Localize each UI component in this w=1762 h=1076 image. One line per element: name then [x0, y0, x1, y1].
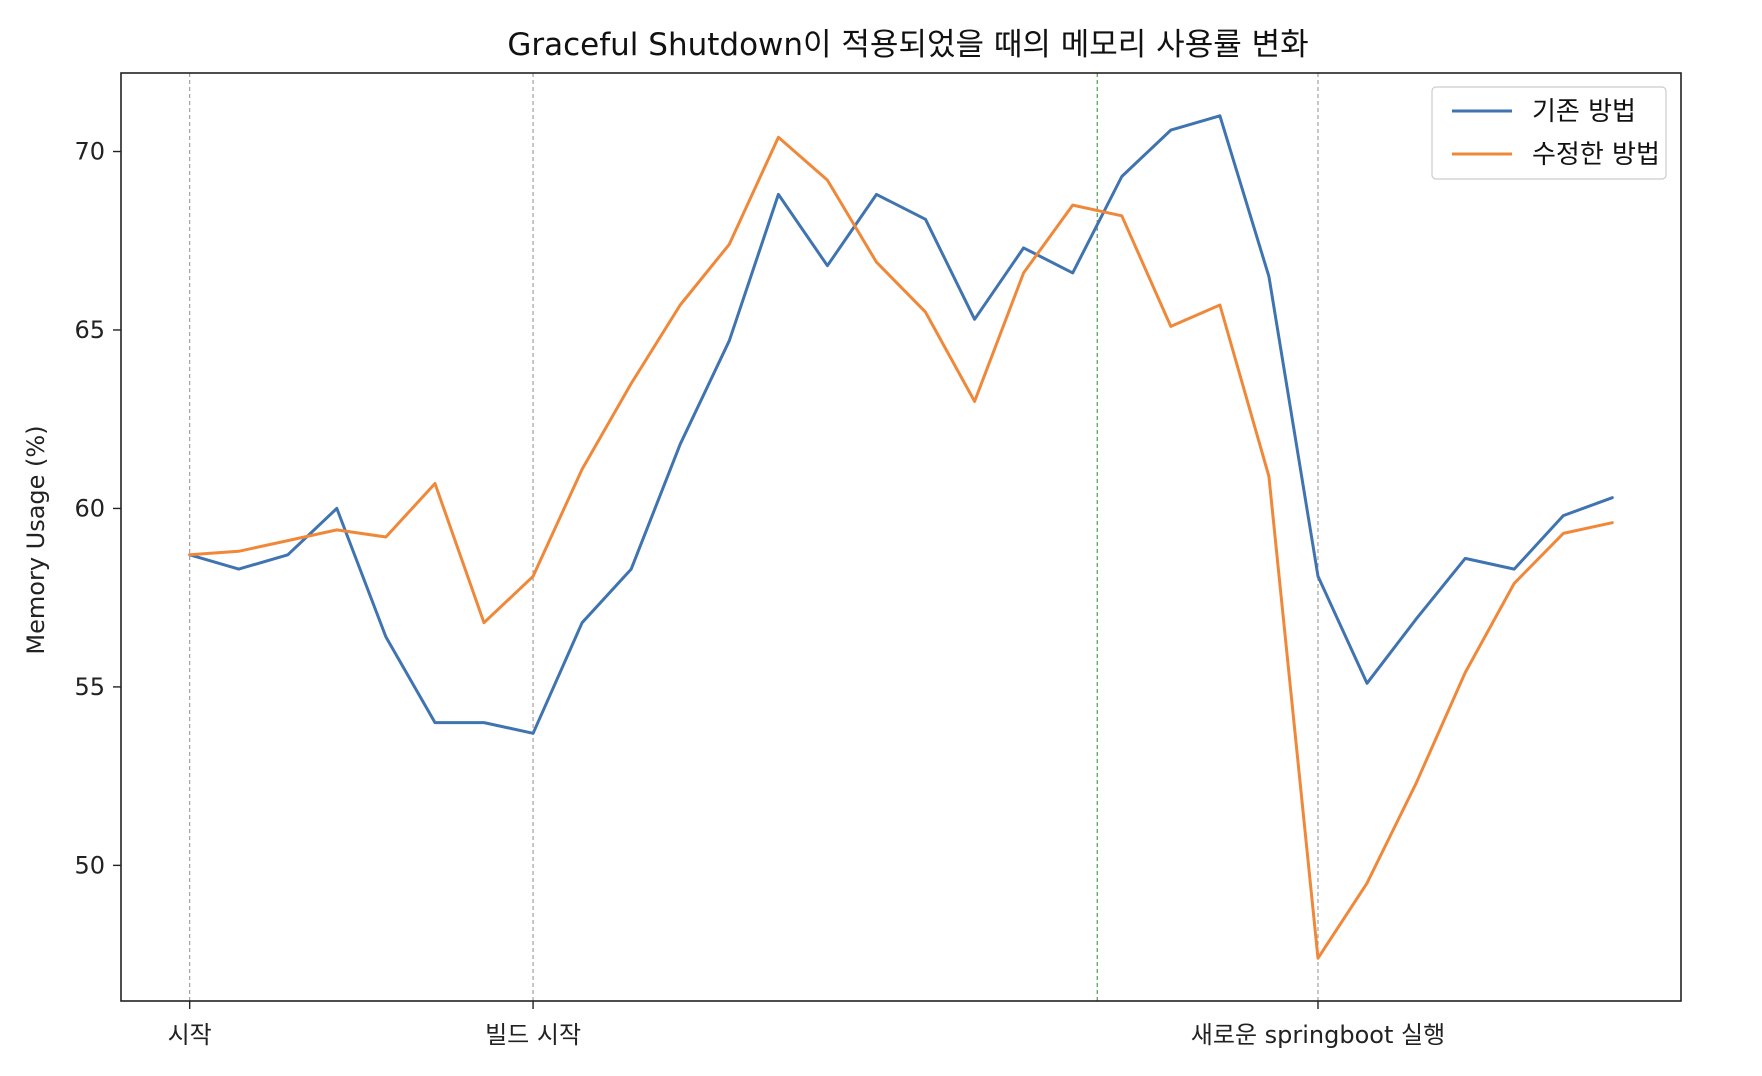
- x-tick-label-0: 시작: [168, 1021, 212, 1049]
- y-tick-label-3: 65: [74, 316, 105, 344]
- y-axis-label: Memory Usage (%): [22, 425, 50, 654]
- y-tick-label-0: 50: [74, 851, 105, 879]
- chart-title: Graceful Shutdown이 적용되었을 때의 메모리 사용률 변화: [507, 27, 1308, 63]
- legend-label-1: 수정한 방법: [1532, 140, 1660, 170]
- plot-area: [121, 73, 1681, 1001]
- x-tick-label-2: 새로운 springboot 실행: [1191, 1021, 1445, 1049]
- legend-label-0: 기존 방법: [1532, 97, 1636, 127]
- y-tick-label-1: 55: [74, 673, 105, 701]
- y-tick-label-2: 60: [74, 494, 105, 522]
- series-group: [188, 114, 1614, 960]
- series-line-1: [188, 135, 1614, 960]
- y-tick-label-4: 70: [74, 138, 105, 166]
- plot-frame: [120, 72, 1682, 1002]
- series-line-0: [188, 114, 1614, 735]
- x-tick-label-1: 빌드 시작: [485, 1021, 581, 1049]
- x-axis: 시작 빌드 시작 새로운 springboot 실행: [168, 1001, 1445, 1049]
- y-axis: 50 55 60 65 70: [74, 138, 121, 879]
